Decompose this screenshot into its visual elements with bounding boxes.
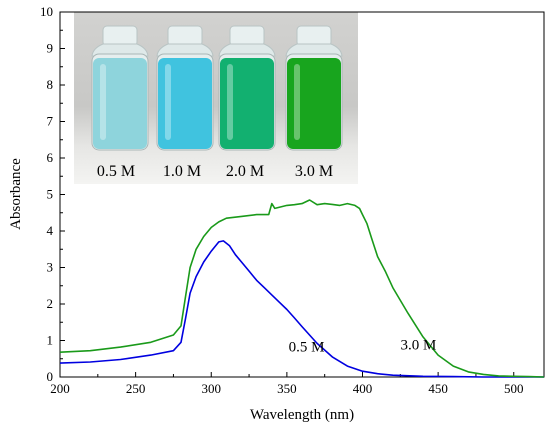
y-tick-label: 4: [47, 223, 54, 238]
vial-liquid: [220, 58, 274, 149]
vial: [91, 25, 149, 151]
series-line-1: [59, 199, 545, 378]
x-axis-label: Wavelength (nm): [250, 407, 354, 423]
vial-highlight: [165, 64, 171, 140]
vial-liquid: [93, 58, 147, 149]
vial: [156, 25, 214, 151]
x-tick-label: 300: [202, 381, 222, 396]
y-tick-label: 2: [47, 296, 54, 311]
vial-neck: [229, 25, 265, 47]
x-tick-label: 450: [428, 381, 448, 396]
vial-highlight: [100, 64, 106, 140]
y-tick-label: 5: [47, 187, 54, 202]
vial-label: 0.5 M: [97, 163, 135, 180]
vial-label: 2.0 M: [226, 163, 264, 180]
vial: [218, 25, 276, 151]
y-tick-label: 8: [47, 77, 54, 92]
x-tick-label: 200: [50, 381, 70, 396]
vial-label: 1.0 M: [163, 163, 201, 180]
vial-liquid: [158, 58, 212, 149]
series-annotations: 0.5 M 3.0 M: [289, 338, 437, 356]
y-tick-label: 7: [47, 114, 54, 129]
vial-neck: [296, 25, 332, 47]
y-tick-label: 1: [47, 333, 54, 348]
y-tick-label: 6: [47, 150, 54, 165]
vial-shoulder: [218, 43, 276, 57]
y-axis-label: Absorbance: [8, 158, 24, 230]
x-tick-label: 350: [277, 381, 297, 396]
y-tick-label: 9: [47, 41, 54, 56]
y-tick-label: 10: [40, 4, 53, 19]
vial-label: 3.0 M: [295, 163, 333, 180]
axis-ticks: 200 250 300 350 400 450 500 0 1 2 3 4 5 6 7 8 9 10: [40, 4, 524, 396]
vial-neck: [102, 25, 138, 47]
vial-highlight: [227, 64, 233, 140]
vial: [285, 25, 343, 151]
vials-photo-inset: 0.5 M 1.0 M 2.0 M 3.0 M: [74, 12, 358, 184]
series-annotation: 3.0 M: [401, 338, 437, 354]
x-tick-label: 400: [353, 381, 373, 396]
y-tick-label: 0: [47, 369, 54, 384]
series-lines: [59, 199, 545, 378]
vial-shoulder: [156, 43, 214, 57]
series-annotation: 0.5 M: [289, 339, 325, 355]
vial-neck: [167, 25, 203, 47]
series-line-0: [59, 240, 544, 378]
vial-highlight: [294, 64, 300, 140]
vial-shoulder: [91, 43, 149, 57]
y-tick-label: 3: [47, 260, 54, 275]
x-tick-label: 500: [504, 381, 524, 396]
vial-shoulder: [285, 43, 343, 57]
vial-liquid: [287, 58, 341, 149]
x-tick-label: 250: [126, 381, 146, 396]
